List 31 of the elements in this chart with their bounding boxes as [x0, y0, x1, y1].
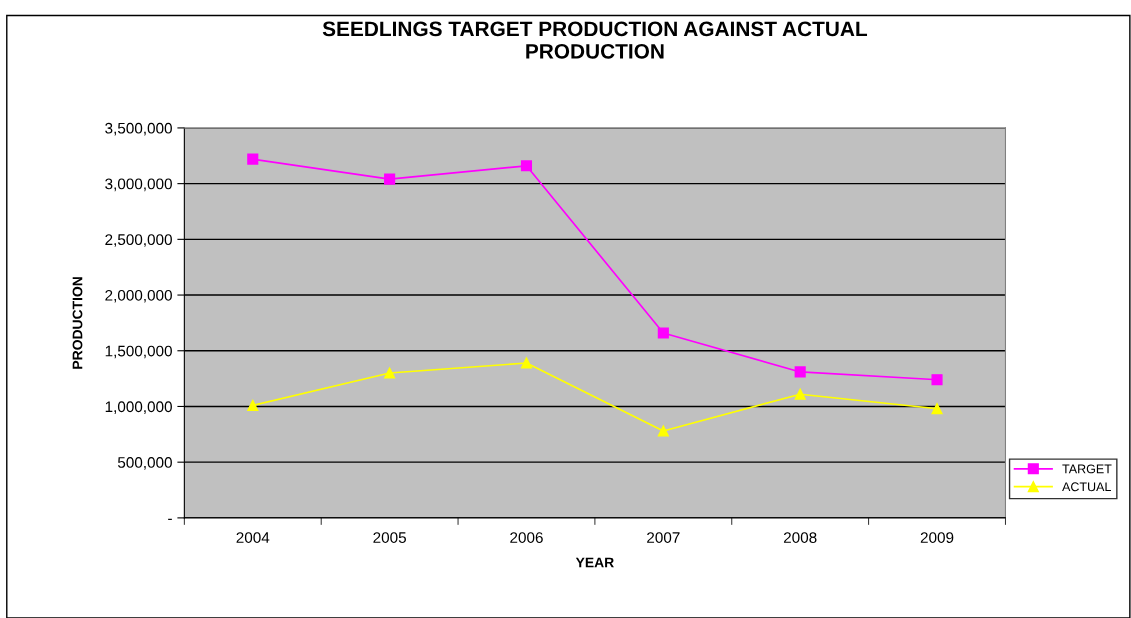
y-axis-title: PRODUCTION — [72, 277, 83, 369]
chart-title: SEEDLINGS TARGET PRODUCTION AGAINST ACTUAL PRODUCTION — [322, 21, 868, 59]
y-tick-label: 3,500,000 — [105, 122, 172, 136]
y-tick-label: - — [168, 518, 172, 520]
x-tick-label: 2005 — [373, 532, 406, 543]
legend-label: TARGET — [1062, 464, 1112, 474]
x-tick-label: 2008 — [783, 532, 817, 543]
x-axis-title: YEAR — [575, 557, 614, 568]
y-tick-label: 3,000,000 — [105, 178, 172, 192]
point — [384, 367, 396, 379]
point — [657, 327, 669, 339]
point — [247, 153, 259, 165]
point — [520, 357, 533, 369]
x-tick-label: 2006 — [510, 532, 543, 543]
x-tick-label: 2004 — [236, 532, 270, 543]
y-tick-label: 2,500,000 — [105, 234, 172, 247]
point — [247, 399, 259, 411]
y-tick-label: 500,000 — [117, 457, 172, 470]
y-tick-label: 1,000,000 — [105, 401, 172, 414]
x-tick-label: 2007 — [647, 532, 680, 543]
legend-label: ACTUAL — [1062, 482, 1111, 492]
point — [931, 403, 943, 415]
point — [384, 173, 396, 185]
point — [520, 160, 533, 172]
y-tick-label: 1,500,000 — [105, 345, 172, 359]
point — [657, 425, 669, 437]
point — [794, 366, 806, 378]
y-tick-label: 2,000,000 — [105, 289, 172, 303]
point — [794, 388, 806, 400]
x-tick-label: 2009 — [920, 532, 954, 543]
point — [931, 374, 943, 386]
